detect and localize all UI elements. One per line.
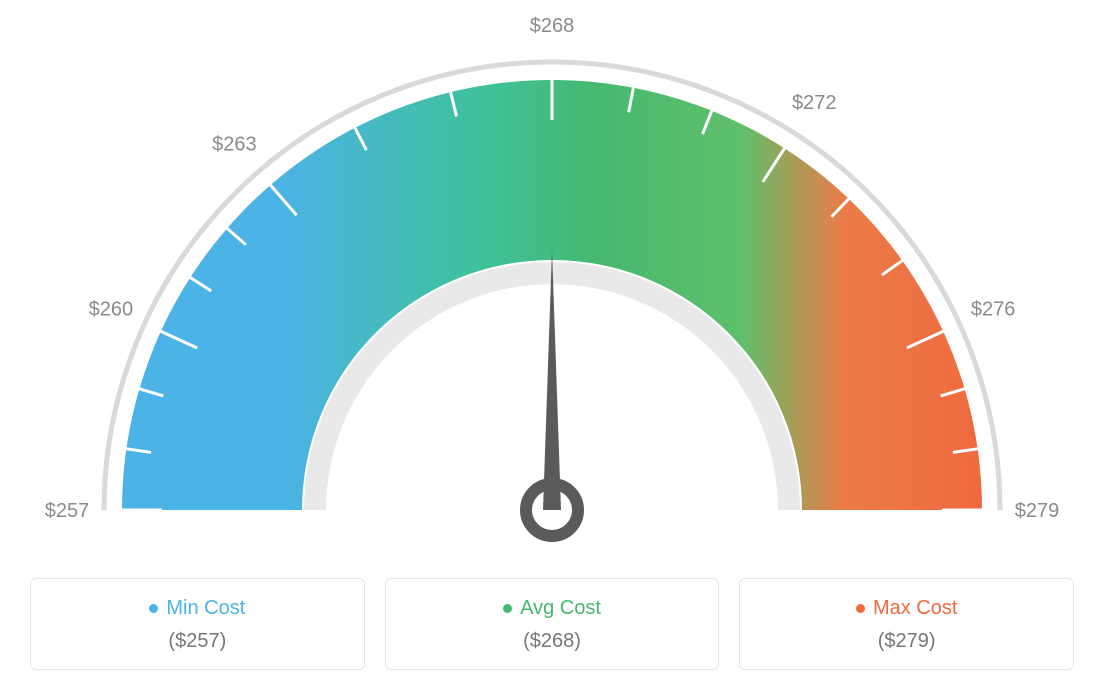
- gauge-tick-label: $279: [1015, 500, 1060, 522]
- legend-label: Min Cost: [166, 597, 245, 620]
- gauge-tick-label: $260: [89, 299, 134, 321]
- legend-dot-icon: [503, 604, 512, 613]
- gauge-tick-label: $268: [530, 15, 575, 37]
- legend-dot-icon: [149, 604, 158, 613]
- legend-card: Avg Cost ($268): [385, 578, 720, 670]
- gauge-tick-label: $257: [45, 500, 90, 522]
- cost-gauge-chart: $257 $260 $263 $268 $272 $276 $279 Min Cost ($2…: [0, 0, 1104, 690]
- gauge-tick-label: $272: [792, 92, 837, 114]
- legend-value: ($279): [750, 630, 1063, 653]
- legend-value: ($257): [41, 630, 354, 653]
- gauge-area: $257 $260 $263 $268 $272 $276 $279: [0, 0, 1104, 560]
- legend-title: Min Cost: [149, 597, 245, 620]
- gauge-tick-label: $263: [212, 133, 257, 155]
- legend-value: ($268): [396, 630, 709, 653]
- gauge-tick-label: $276: [971, 299, 1016, 321]
- gauge-svg: $257 $260 $263 $268 $272 $276 $279: [0, 0, 1104, 560]
- legend-title: Max Cost: [856, 597, 957, 620]
- legend-label: Max Cost: [873, 597, 957, 620]
- legend-row: Min Cost ($257) Avg Cost ($268) Max Cost ($27…: [0, 578, 1104, 670]
- legend-label: Avg Cost: [520, 597, 601, 620]
- legend-dot-icon: [856, 604, 865, 613]
- legend-card: Max Cost ($279): [739, 578, 1074, 670]
- legend-title: Avg Cost: [503, 597, 601, 620]
- legend-card: Min Cost ($257): [30, 578, 365, 670]
